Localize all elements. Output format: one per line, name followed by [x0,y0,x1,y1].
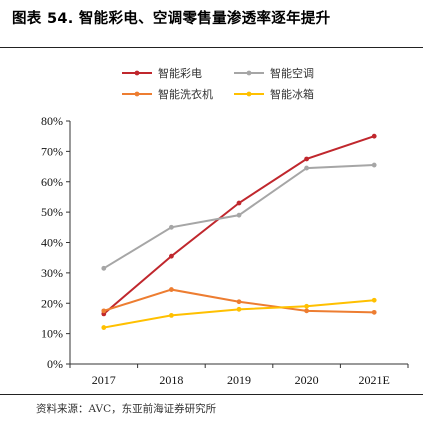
source-note: 资料来源：AVC，东亚前海证券研究所 [36,403,217,415]
legend-label: 智能空调 [270,66,314,80]
series-智能空调 [101,162,377,271]
x-tick-label: 2020 [295,373,319,387]
x-tick-label: 2021E [359,373,390,387]
data-point [236,299,242,305]
data-point [169,224,174,230]
data-point [169,313,174,318]
data-point [371,297,377,303]
bottom-divider [0,394,423,395]
series-智能冰箱 [101,297,377,330]
y-tick-label: 40% [41,236,63,250]
chart-title: 图表 54. 智能彩电、空调零售量渗透率逐年提升 [12,11,331,27]
data-point [101,325,107,330]
legend-item: 智能空调 [234,66,314,80]
data-point [101,308,107,314]
legend-label: 智能彩电 [158,66,202,80]
tick-labels: 0% 10% 20% 30% 40% 50% 60% 70% 80% 2017 2018 2019 20… [41,114,390,387]
x-tick-label: 2017 [92,373,116,387]
data-point [169,253,174,259]
data-point [371,162,377,168]
data-point [236,306,242,312]
series-line [103,135,375,315]
x-tick-label: 2018 [159,373,183,387]
x-tick-label: 2019 [227,373,251,387]
legend-label: 智能冰箱 [270,87,314,101]
series-智能洗衣机 [101,287,377,315]
legend-marker [134,91,140,97]
legend-item: 智能洗衣机 [122,87,213,101]
data-point [169,287,174,292]
data-point [371,309,377,315]
y-tick-label: 30% [41,266,63,280]
legend-marker [246,70,252,76]
data-point [236,212,242,218]
top-divider [0,47,423,48]
legend-marker [246,91,252,97]
chart-axes [66,120,409,368]
legend-marker [134,70,140,76]
y-tick-label: 0% [47,357,63,371]
y-tick-label: 20% [41,296,63,310]
series-line [103,299,375,329]
data-point [371,133,377,139]
legend-item: 智能冰箱 [234,87,314,101]
legend-label: 智能洗衣机 [158,87,213,101]
legend-item: 智能彩电 [122,66,202,80]
data-point [101,265,107,271]
data-point [304,156,309,162]
series-layer [101,133,377,330]
data-point [304,308,309,314]
y-tick-label: 70% [41,144,63,158]
y-tick-label: 60% [41,175,63,189]
y-tick-label: 10% [41,327,63,341]
y-tick-label: 50% [41,205,63,219]
y-tick-label: 80% [41,114,63,128]
data-point [304,165,309,171]
series-智能彩电 [101,133,377,317]
data-point [236,200,242,206]
data-point [304,303,309,309]
